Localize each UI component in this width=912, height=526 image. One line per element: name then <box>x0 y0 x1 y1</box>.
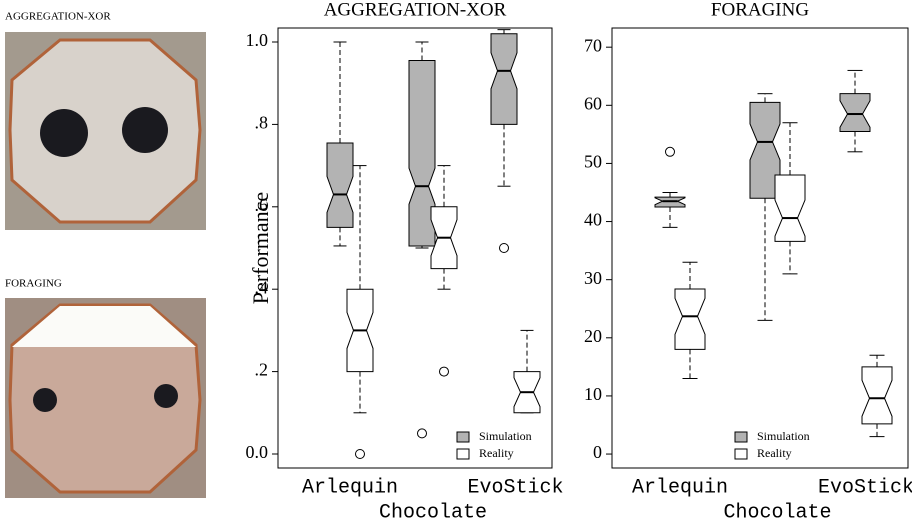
photo-foraging <box>5 298 206 498</box>
y-tick-label: 50 <box>584 152 602 172</box>
x-tick-label: Chocolate <box>379 501 487 524</box>
y-tick-label: .2 <box>255 360 269 380</box>
y-tick-label: 20 <box>584 326 602 346</box>
legend-swatch <box>735 432 747 442</box>
legend-swatch <box>457 432 469 442</box>
x-tick-label: EvoStick <box>467 476 563 499</box>
x-tick-label: Arlequin <box>302 476 398 499</box>
y-tick-label: 10 <box>584 384 602 404</box>
y-tick-label: 40 <box>584 210 602 230</box>
photo-label: FORAGING <box>5 278 62 290</box>
outlier <box>356 449 365 458</box>
legend-label: Reality <box>757 446 792 460</box>
box <box>840 94 870 132</box>
photo-label: AGGREGATION-XOR <box>5 11 111 23</box>
y-tick-label: 70 <box>584 35 602 55</box>
legend-label: Simulation <box>757 429 810 443</box>
figure: AGGREGATION-XOR FORAGING AGGREGATION-XOR… <box>0 0 912 526</box>
outlier <box>500 244 509 253</box>
box <box>675 289 705 349</box>
outlier <box>418 429 427 438</box>
box <box>491 34 517 125</box>
legend-label: Simulation <box>479 429 532 443</box>
legend-label: Reality <box>479 446 514 460</box>
box <box>327 143 353 227</box>
y-tick-label: 1.0 <box>246 30 269 50</box>
x-tick-label: Chocolate <box>723 501 831 524</box>
box <box>862 367 892 424</box>
y-tick-label: 30 <box>584 268 602 288</box>
chart-title: FORAGING <box>711 0 809 20</box>
chart-title: AGGREGATION-XOR <box>324 0 507 20</box>
box <box>775 175 805 241</box>
y-tick-label: .4 <box>255 277 269 297</box>
outlier <box>440 367 449 376</box>
y-tick-label: 0 <box>593 442 602 462</box>
y-tick-label: 60 <box>584 93 602 113</box>
y-tick-label: .6 <box>255 195 269 215</box>
x-tick-label: EvoStick <box>818 476 912 499</box>
photo-aggregation <box>5 32 206 230</box>
y-tick-label: .8 <box>255 113 269 133</box>
outlier <box>666 147 675 156</box>
legend-swatch <box>735 449 747 459</box>
x-tick-label: Arlequin <box>632 476 728 499</box>
y-tick-label: 0.0 <box>246 442 269 462</box>
legend-swatch <box>457 449 469 459</box>
